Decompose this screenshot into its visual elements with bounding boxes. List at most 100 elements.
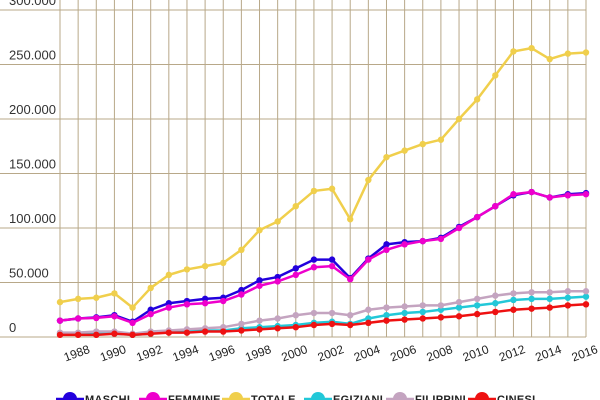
data-point-totale bbox=[165, 271, 173, 279]
data-point-cinesi bbox=[473, 310, 481, 318]
data-point-filippini bbox=[473, 295, 481, 303]
data-point-totale bbox=[492, 72, 499, 79]
data-point-filippini bbox=[455, 298, 463, 306]
data-point-totale bbox=[528, 44, 535, 52]
x-tick-label: 1998 bbox=[243, 342, 273, 364]
data-point-maschi bbox=[292, 265, 299, 272]
data-point-femmine bbox=[56, 317, 64, 324]
x-tick-label: 2010 bbox=[461, 342, 491, 364]
data-point-maschi bbox=[256, 277, 263, 284]
data-point-femmine bbox=[93, 314, 100, 322]
data-point-femmine bbox=[328, 262, 336, 270]
legend-label: MASCHI bbox=[85, 394, 130, 400]
y-tick-label: 0 bbox=[9, 320, 16, 335]
data-point-femmine bbox=[473, 213, 481, 221]
x-tick-label: 2014 bbox=[533, 342, 563, 364]
data-point-femmine bbox=[365, 256, 372, 263]
data-point-femmine bbox=[564, 192, 572, 199]
data-point-filippini bbox=[310, 309, 318, 317]
data-point-egiziani bbox=[473, 302, 481, 309]
data-point-filippini bbox=[437, 302, 445, 309]
data-point-cinesi bbox=[93, 331, 100, 339]
data-point-femmine bbox=[455, 224, 463, 232]
legend-swatch-marker bbox=[311, 392, 325, 400]
x-tick-label: 1988 bbox=[62, 342, 92, 364]
data-point-totale bbox=[238, 246, 245, 253]
data-point-cinesi bbox=[365, 319, 372, 327]
data-point-cinesi bbox=[74, 331, 82, 339]
data-point-cinesi bbox=[564, 302, 572, 309]
legend-item-filippini[interactable]: FILIPPINI bbox=[386, 392, 466, 400]
x-tick-label: 1990 bbox=[98, 342, 128, 364]
data-point-cinesi bbox=[256, 326, 263, 333]
x-tick-label: 2004 bbox=[352, 342, 382, 364]
data-point-egiziani bbox=[510, 296, 517, 304]
data-point-cinesi bbox=[546, 304, 553, 311]
legend-item-totale[interactable]: TOTALE bbox=[222, 392, 296, 400]
data-point-cinesi bbox=[401, 316, 408, 323]
data-point-totale bbox=[473, 96, 481, 103]
data-point-cinesi bbox=[129, 331, 136, 339]
data-point-totale bbox=[147, 284, 154, 292]
data-point-filippini bbox=[492, 292, 499, 299]
data-point-filippini bbox=[365, 306, 372, 313]
x-axis-ticks: 1988 1990 1992 1994 1996 1998 2000 2002 2004 2006… bbox=[62, 342, 600, 364]
data-point-femmine bbox=[183, 301, 191, 308]
y-tick-label: 50.000 bbox=[9, 266, 49, 281]
data-point-femmine bbox=[582, 191, 590, 198]
data-point-totale bbox=[220, 259, 227, 267]
legend-item-maschi[interactable]: MASCHI bbox=[56, 392, 130, 400]
data-point-filippini bbox=[347, 312, 354, 319]
data-point-egiziani bbox=[419, 308, 426, 316]
data-point-cinesi bbox=[582, 301, 590, 308]
data-point-totale bbox=[310, 187, 318, 195]
legend-item-egiziani[interactable]: EGIZIANI bbox=[304, 392, 383, 400]
data-point-filippini bbox=[328, 309, 336, 317]
legend-label: FEMMINE bbox=[168, 394, 221, 400]
data-point-filippini bbox=[383, 304, 390, 311]
data-point-cinesi bbox=[292, 323, 299, 331]
data-point-totale bbox=[274, 218, 281, 225]
x-tick-label: 2002 bbox=[316, 342, 346, 364]
legend-item-femmine[interactable]: FEMMINE bbox=[139, 392, 221, 400]
data-point-femmine bbox=[419, 237, 426, 245]
data-point-femmine bbox=[510, 191, 517, 198]
data-point-femmine bbox=[201, 300, 209, 307]
legend-item-cinesi[interactable]: CINESI bbox=[468, 392, 535, 400]
data-point-egiziani bbox=[455, 304, 463, 311]
data-point-cinesi bbox=[310, 321, 318, 329]
x-tick-label: 1992 bbox=[134, 342, 164, 364]
data-point-totale bbox=[401, 147, 408, 154]
y-tick-label: 250.000 bbox=[9, 48, 56, 63]
data-point-totale bbox=[183, 266, 191, 273]
data-point-totale bbox=[56, 298, 64, 306]
legend: MASCHI FEMMINE TOTALE EGIZIANI FILIPPINI CINE… bbox=[56, 392, 535, 400]
y-tick-label: 150.000 bbox=[9, 157, 56, 172]
legend-label: CINESI bbox=[497, 394, 535, 400]
x-tick-label: 2000 bbox=[279, 342, 309, 364]
x-tick-label: 2016 bbox=[570, 342, 600, 364]
data-point-femmine bbox=[74, 315, 82, 322]
legend-swatch-marker bbox=[475, 392, 489, 400]
data-point-cinesi bbox=[274, 325, 281, 332]
data-point-filippini bbox=[419, 302, 426, 309]
series-line-filippini bbox=[60, 289, 586, 335]
data-point-femmine bbox=[437, 235, 445, 243]
data-point-totale bbox=[93, 294, 100, 301]
data-point-femmine bbox=[274, 278, 281, 285]
legend-label: EGIZIANI bbox=[333, 394, 383, 400]
data-point-femmine bbox=[546, 194, 553, 201]
data-point-totale bbox=[256, 226, 263, 234]
data-point-filippini bbox=[256, 317, 263, 324]
y-axis-ticks: 0 50.000 100.000 150.000 200.000 250.000 300.0… bbox=[9, 0, 56, 335]
data-point-totale bbox=[564, 50, 572, 57]
data-point-maschi bbox=[383, 241, 390, 248]
data-point-totale bbox=[74, 295, 82, 303]
data-point-totale bbox=[510, 48, 517, 55]
data-point-totale bbox=[328, 185, 336, 192]
data-point-cinesi bbox=[328, 320, 336, 328]
data-point-cinesi bbox=[510, 306, 517, 313]
data-point-femmine bbox=[256, 282, 263, 289]
data-point-cinesi bbox=[528, 305, 535, 312]
series-lines bbox=[56, 44, 590, 339]
